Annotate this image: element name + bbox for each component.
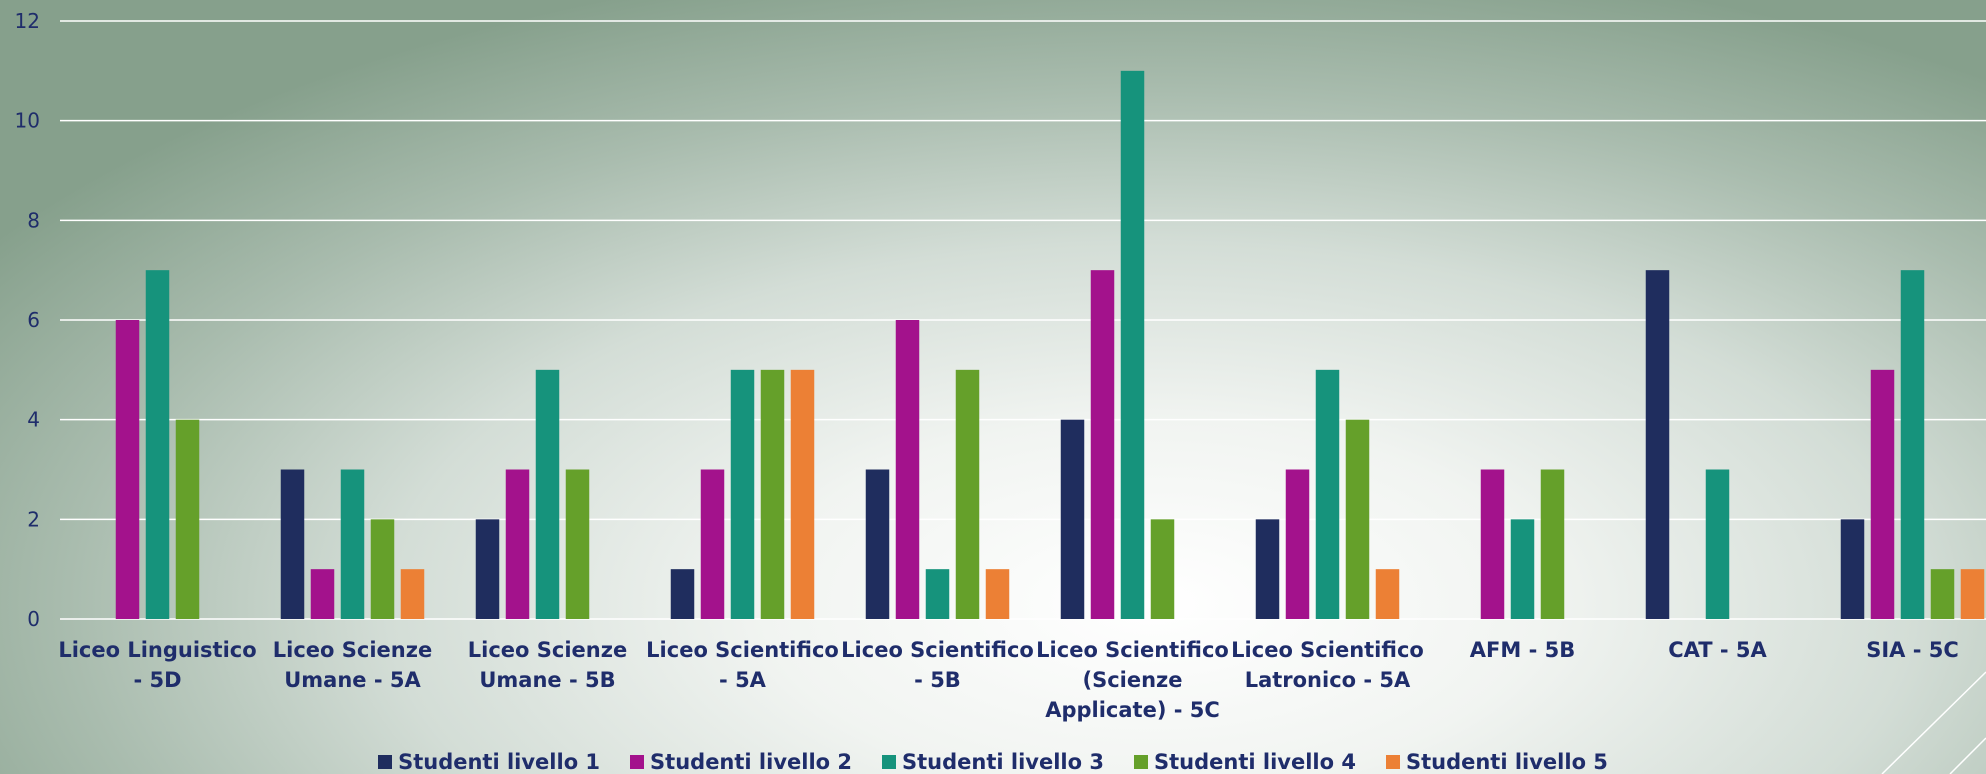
bar-studenti-livello-4 xyxy=(1540,469,1565,619)
bar-studenti-livello-4 xyxy=(565,469,590,619)
legend-item: Studenti livello 3 xyxy=(882,750,1104,774)
y-tick-label: 4 xyxy=(27,408,40,432)
y-tick-label: 6 xyxy=(27,308,40,332)
legend-item: Studenti livello 5 xyxy=(1385,750,1608,774)
y-tick-label: 8 xyxy=(27,208,40,232)
x-category-label: Liceo Scientifico - 5B xyxy=(841,638,1034,692)
bar-studenti-livello-2 xyxy=(1480,469,1505,619)
bar-studenti-livello-2 xyxy=(1285,469,1310,619)
legend-swatch xyxy=(882,755,897,769)
legend-swatch xyxy=(378,755,393,769)
bar-studenti-livello-4 xyxy=(370,519,395,619)
bar-studenti-livello-4 xyxy=(760,369,785,619)
bar-studenti-livello-2 xyxy=(505,469,530,619)
bar-studenti-livello-3 xyxy=(925,569,950,619)
bar-studenti-livello-5 xyxy=(790,369,815,619)
legend-label: Studenti livello 2 xyxy=(650,750,853,774)
bar-studenti-livello-4 xyxy=(955,369,980,619)
bar-studenti-livello-4 xyxy=(1930,569,1955,619)
legend-item: Studenti livello 4 xyxy=(1133,750,1356,774)
bar-studenti-livello-2 xyxy=(895,320,920,619)
decorative-line xyxy=(1949,737,1986,774)
bar-studenti-livello-5 xyxy=(1960,569,1985,619)
x-category-label: Liceo Scienze Umane - 5B xyxy=(468,638,627,692)
legend-label: Studenti livello 4 xyxy=(1153,750,1356,774)
legend-label: Studenti livello 5 xyxy=(1405,750,1608,774)
bar-studenti-livello-1 xyxy=(475,519,500,619)
bar-studenti-livello-3 xyxy=(730,369,755,619)
legend-label: Studenti livello 1 xyxy=(398,750,601,774)
legend-swatch xyxy=(1385,755,1400,769)
y-tick-label: 0 xyxy=(27,607,40,631)
bar-studenti-livello-3 xyxy=(145,270,170,619)
bar-studenti-livello-3 xyxy=(1900,270,1925,619)
legend-label: Studenti livello 3 xyxy=(902,750,1104,774)
bar-studenti-livello-3 xyxy=(1510,519,1535,619)
bar-studenti-livello-2 xyxy=(700,469,725,619)
bar-studenti-livello-5 xyxy=(400,569,425,619)
bar-studenti-livello-4 xyxy=(1150,519,1175,619)
chart-legend: Studenti livello 1 Studenti livello 2 Stud… xyxy=(0,750,1986,774)
x-category-label: Liceo Linguistico - 5D xyxy=(58,638,256,692)
bar-studenti-livello-2 xyxy=(115,320,140,619)
bar-studenti-livello-2 xyxy=(1090,270,1115,619)
bar-studenti-livello-2 xyxy=(1870,369,1895,619)
bar-studenti-livello-3 xyxy=(1315,369,1340,619)
bar-studenti-livello-1 xyxy=(670,569,695,619)
x-category-label: Liceo Scientifico - 5A xyxy=(646,638,839,692)
bar-studenti-livello-2 xyxy=(310,569,335,619)
x-category-label: AFM - 5B xyxy=(1470,638,1575,662)
bar-studenti-livello-3 xyxy=(1120,70,1145,620)
bar-studenti-livello-3 xyxy=(1705,469,1730,619)
bar-studenti-livello-3 xyxy=(535,369,560,619)
bar-studenti-livello-4 xyxy=(1345,419,1370,619)
bar-studenti-livello-1 xyxy=(280,469,305,619)
y-tick-label: 10 xyxy=(15,109,40,133)
y-tick-label: 12 xyxy=(15,9,40,33)
bar-studenti-livello-5 xyxy=(1375,569,1400,619)
x-category-label: CAT - 5A xyxy=(1668,638,1767,662)
bar-studenti-livello-4 xyxy=(175,419,200,619)
legend-swatch xyxy=(1133,755,1148,769)
legend-swatch xyxy=(630,755,645,769)
x-category-label: Liceo Scientifico Latronico - 5A xyxy=(1231,638,1424,692)
bar-studenti-livello-1 xyxy=(865,469,890,619)
bar-studenti-livello-5 xyxy=(985,569,1010,619)
bar-studenti-livello-1 xyxy=(1840,519,1865,619)
x-category-label: SIA - 5C xyxy=(1866,638,1959,662)
bar-studenti-livello-3 xyxy=(340,469,365,619)
decorative-line xyxy=(1881,671,1986,774)
bar-studenti-livello-1 xyxy=(1645,270,1670,619)
bar-studenti-livello-1 xyxy=(1060,419,1085,619)
legend-item: Studenti livello 2 xyxy=(630,750,852,774)
bar-studenti-livello-1 xyxy=(1255,519,1280,619)
y-tick-label: 2 xyxy=(27,507,40,531)
legend-item: Studenti livello 1 xyxy=(378,750,600,774)
x-category-label: Liceo Scienze Umane - 5A xyxy=(273,638,432,692)
x-category-label: Liceo Scientifico (Scienze Applicate) - 5C xyxy=(1036,638,1229,722)
